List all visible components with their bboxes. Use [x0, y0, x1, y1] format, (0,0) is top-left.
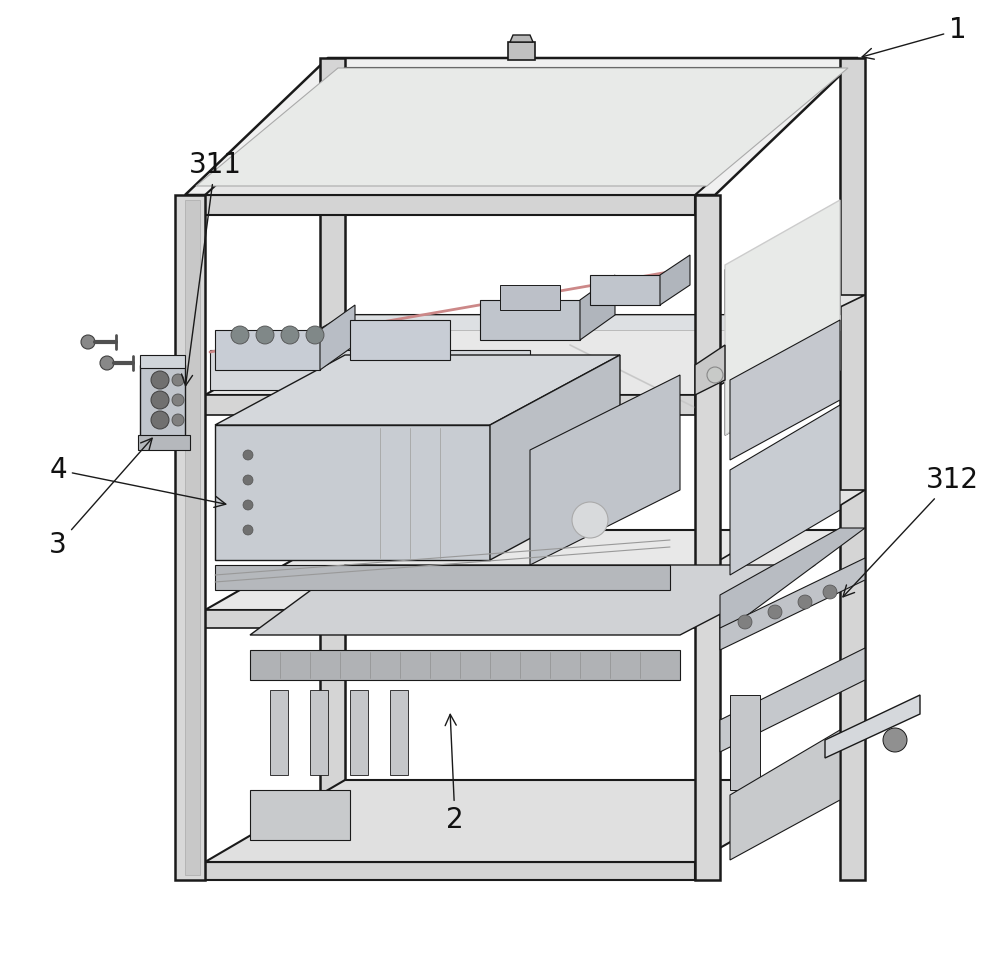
Circle shape [798, 595, 812, 609]
Polygon shape [250, 565, 815, 635]
Polygon shape [320, 305, 355, 370]
Circle shape [172, 394, 184, 406]
Polygon shape [196, 68, 848, 186]
Polygon shape [310, 690, 328, 775]
Text: 311: 311 [182, 151, 242, 386]
Polygon shape [825, 695, 920, 758]
Text: 4: 4 [49, 456, 226, 507]
Polygon shape [508, 42, 535, 60]
Polygon shape [215, 565, 670, 590]
Circle shape [738, 615, 752, 629]
Polygon shape [138, 435, 190, 450]
Polygon shape [205, 68, 840, 195]
Circle shape [707, 367, 723, 383]
Polygon shape [215, 425, 490, 560]
Polygon shape [350, 690, 368, 775]
Text: 3: 3 [49, 438, 152, 559]
Circle shape [823, 585, 837, 599]
Polygon shape [345, 315, 840, 330]
Polygon shape [250, 790, 350, 840]
Circle shape [172, 414, 184, 426]
Text: 1: 1 [862, 16, 967, 59]
Circle shape [306, 326, 324, 344]
Polygon shape [205, 862, 695, 880]
Polygon shape [510, 35, 533, 42]
Polygon shape [720, 558, 865, 650]
Circle shape [231, 326, 249, 344]
Text: 2: 2 [445, 714, 464, 834]
Polygon shape [580, 275, 615, 340]
Polygon shape [720, 295, 840, 385]
Polygon shape [720, 648, 865, 752]
Polygon shape [720, 490, 865, 580]
Circle shape [768, 605, 782, 619]
Polygon shape [210, 350, 530, 390]
Polygon shape [730, 695, 760, 790]
Polygon shape [270, 690, 288, 775]
Polygon shape [590, 275, 660, 305]
Polygon shape [250, 650, 680, 680]
Polygon shape [720, 295, 865, 365]
Polygon shape [730, 405, 840, 575]
Polygon shape [480, 300, 580, 340]
Polygon shape [140, 365, 185, 440]
Text: 312: 312 [843, 466, 978, 597]
Polygon shape [205, 530, 840, 610]
Circle shape [883, 728, 907, 752]
Polygon shape [205, 395, 695, 415]
Polygon shape [175, 195, 205, 880]
Polygon shape [205, 610, 695, 628]
Polygon shape [695, 195, 720, 880]
Polygon shape [840, 58, 865, 880]
Circle shape [151, 391, 169, 409]
Circle shape [100, 356, 114, 370]
Polygon shape [730, 320, 840, 460]
Circle shape [243, 500, 253, 510]
Polygon shape [660, 255, 690, 305]
Polygon shape [215, 355, 620, 425]
Circle shape [81, 335, 95, 349]
Circle shape [243, 450, 253, 460]
Polygon shape [140, 355, 185, 368]
Circle shape [243, 475, 253, 485]
Polygon shape [490, 355, 620, 560]
Polygon shape [730, 730, 840, 860]
Circle shape [572, 502, 608, 538]
Circle shape [256, 326, 274, 344]
Polygon shape [205, 315, 840, 395]
Circle shape [151, 411, 169, 429]
Polygon shape [530, 375, 680, 565]
Circle shape [172, 374, 184, 386]
Polygon shape [320, 58, 345, 870]
Polygon shape [205, 780, 840, 862]
Polygon shape [725, 200, 840, 435]
Circle shape [243, 525, 253, 535]
Polygon shape [695, 345, 725, 395]
Polygon shape [350, 320, 450, 360]
Polygon shape [500, 285, 560, 310]
Polygon shape [215, 330, 320, 370]
Polygon shape [205, 195, 695, 215]
Circle shape [281, 326, 299, 344]
Polygon shape [185, 200, 200, 875]
Polygon shape [725, 205, 840, 435]
Polygon shape [390, 690, 408, 775]
Polygon shape [185, 58, 858, 195]
Polygon shape [720, 528, 865, 628]
Circle shape [151, 371, 169, 389]
